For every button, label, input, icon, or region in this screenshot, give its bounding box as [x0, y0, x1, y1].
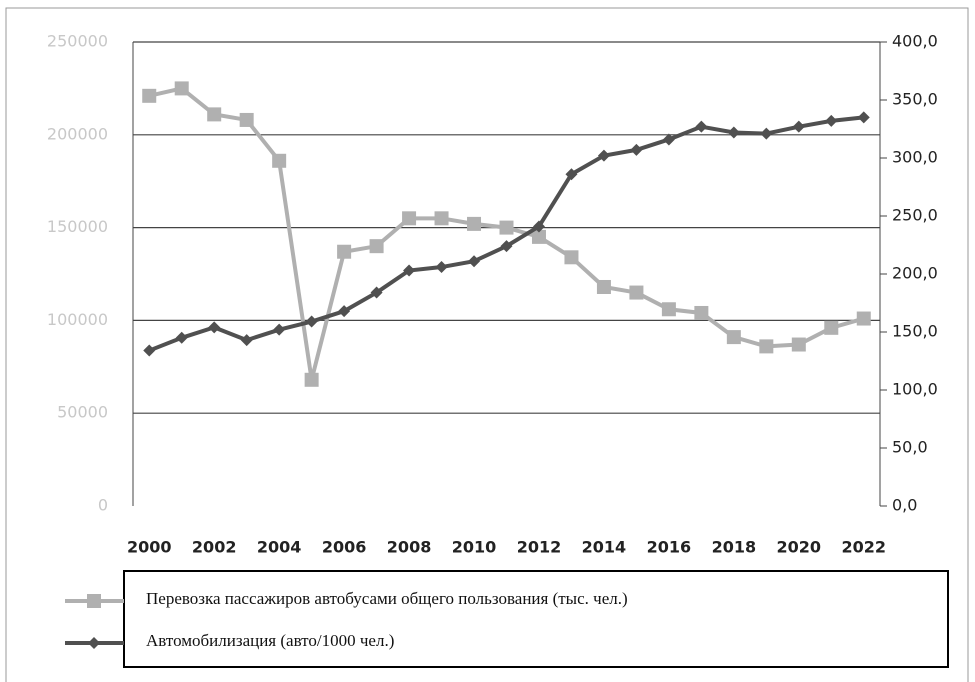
marker	[174, 81, 189, 96]
x-tick-label: 2020	[777, 538, 822, 557]
marker	[694, 305, 709, 320]
y-tick-label: 250000	[47, 32, 108, 51]
y2-tick-label: 50,0	[892, 438, 928, 457]
x-tick-label: 2010	[452, 538, 497, 557]
x-tick-label: 2014	[582, 538, 627, 557]
marker	[87, 594, 101, 608]
marker	[760, 127, 773, 140]
marker	[564, 250, 579, 265]
marker	[338, 305, 351, 318]
marker	[402, 211, 417, 226]
marker	[695, 120, 708, 133]
y2-tick-label: 150,0	[892, 322, 938, 341]
marker	[240, 334, 253, 347]
marker	[726, 330, 741, 345]
y2-tick-label: 350,0	[892, 90, 938, 109]
y2-tick-label: 0,0	[892, 496, 917, 515]
marker	[272, 153, 287, 168]
y2-tick-label: 300,0	[892, 148, 938, 167]
marker	[629, 285, 644, 300]
marker	[825, 114, 838, 127]
marker	[175, 331, 188, 344]
x-tick-label: 2002	[192, 538, 237, 557]
marker	[759, 339, 774, 354]
y-tick-label: 150000	[47, 217, 108, 236]
marker	[208, 321, 221, 334]
y-tick-label: 0	[98, 496, 108, 515]
y2-tick-label: 400,0	[892, 32, 938, 51]
y2-tick-label: 250,0	[892, 206, 938, 225]
marker	[305, 315, 318, 328]
marker	[88, 637, 100, 649]
marker	[369, 239, 384, 254]
x-tick-label: 2018	[712, 538, 757, 557]
marker	[727, 126, 740, 139]
marker	[468, 255, 481, 268]
x-tick-label: 2008	[387, 538, 432, 557]
marker	[856, 311, 871, 326]
marker	[435, 261, 448, 274]
figure-border	[5, 7, 969, 682]
marker	[661, 302, 676, 317]
marker	[597, 149, 610, 162]
legend-box	[123, 570, 949, 668]
marker	[500, 240, 513, 253]
marker	[857, 111, 870, 124]
x-tick-label: 2016	[647, 538, 692, 557]
y2-tick-label: 200,0	[892, 264, 938, 283]
marker	[403, 264, 416, 277]
marker	[467, 216, 482, 231]
x-tick-label: 2012	[517, 538, 562, 557]
y-tick-label: 50000	[57, 403, 108, 422]
marker	[791, 337, 806, 352]
marker	[304, 372, 319, 387]
marker	[824, 320, 839, 335]
x-tick-label: 2000	[127, 538, 172, 557]
x-tick-label: 2022	[841, 538, 886, 557]
y-tick-label: 200000	[47, 124, 108, 143]
marker	[531, 229, 546, 244]
x-tick-label: 2006	[322, 538, 367, 557]
marker	[630, 143, 643, 156]
marker	[142, 88, 157, 103]
marker	[662, 133, 675, 146]
marker	[434, 211, 449, 226]
marker	[565, 168, 578, 181]
y2-tick-label: 100,0	[892, 380, 938, 399]
marker	[239, 112, 254, 127]
marker	[370, 286, 383, 299]
y-tick-label: 100000	[47, 310, 108, 329]
marker	[532, 220, 545, 233]
marker	[596, 279, 611, 294]
marker	[337, 244, 352, 259]
marker	[207, 107, 222, 122]
marker	[143, 344, 156, 357]
marker	[499, 220, 514, 235]
marker	[792, 120, 805, 133]
legend-label: Автомобилизация (авто/1000 чел.)	[146, 631, 394, 650]
legend-label: Перевозка пассажиров автобусами общего п…	[146, 589, 628, 608]
marker	[273, 323, 286, 336]
x-tick-label: 2004	[257, 538, 302, 557]
